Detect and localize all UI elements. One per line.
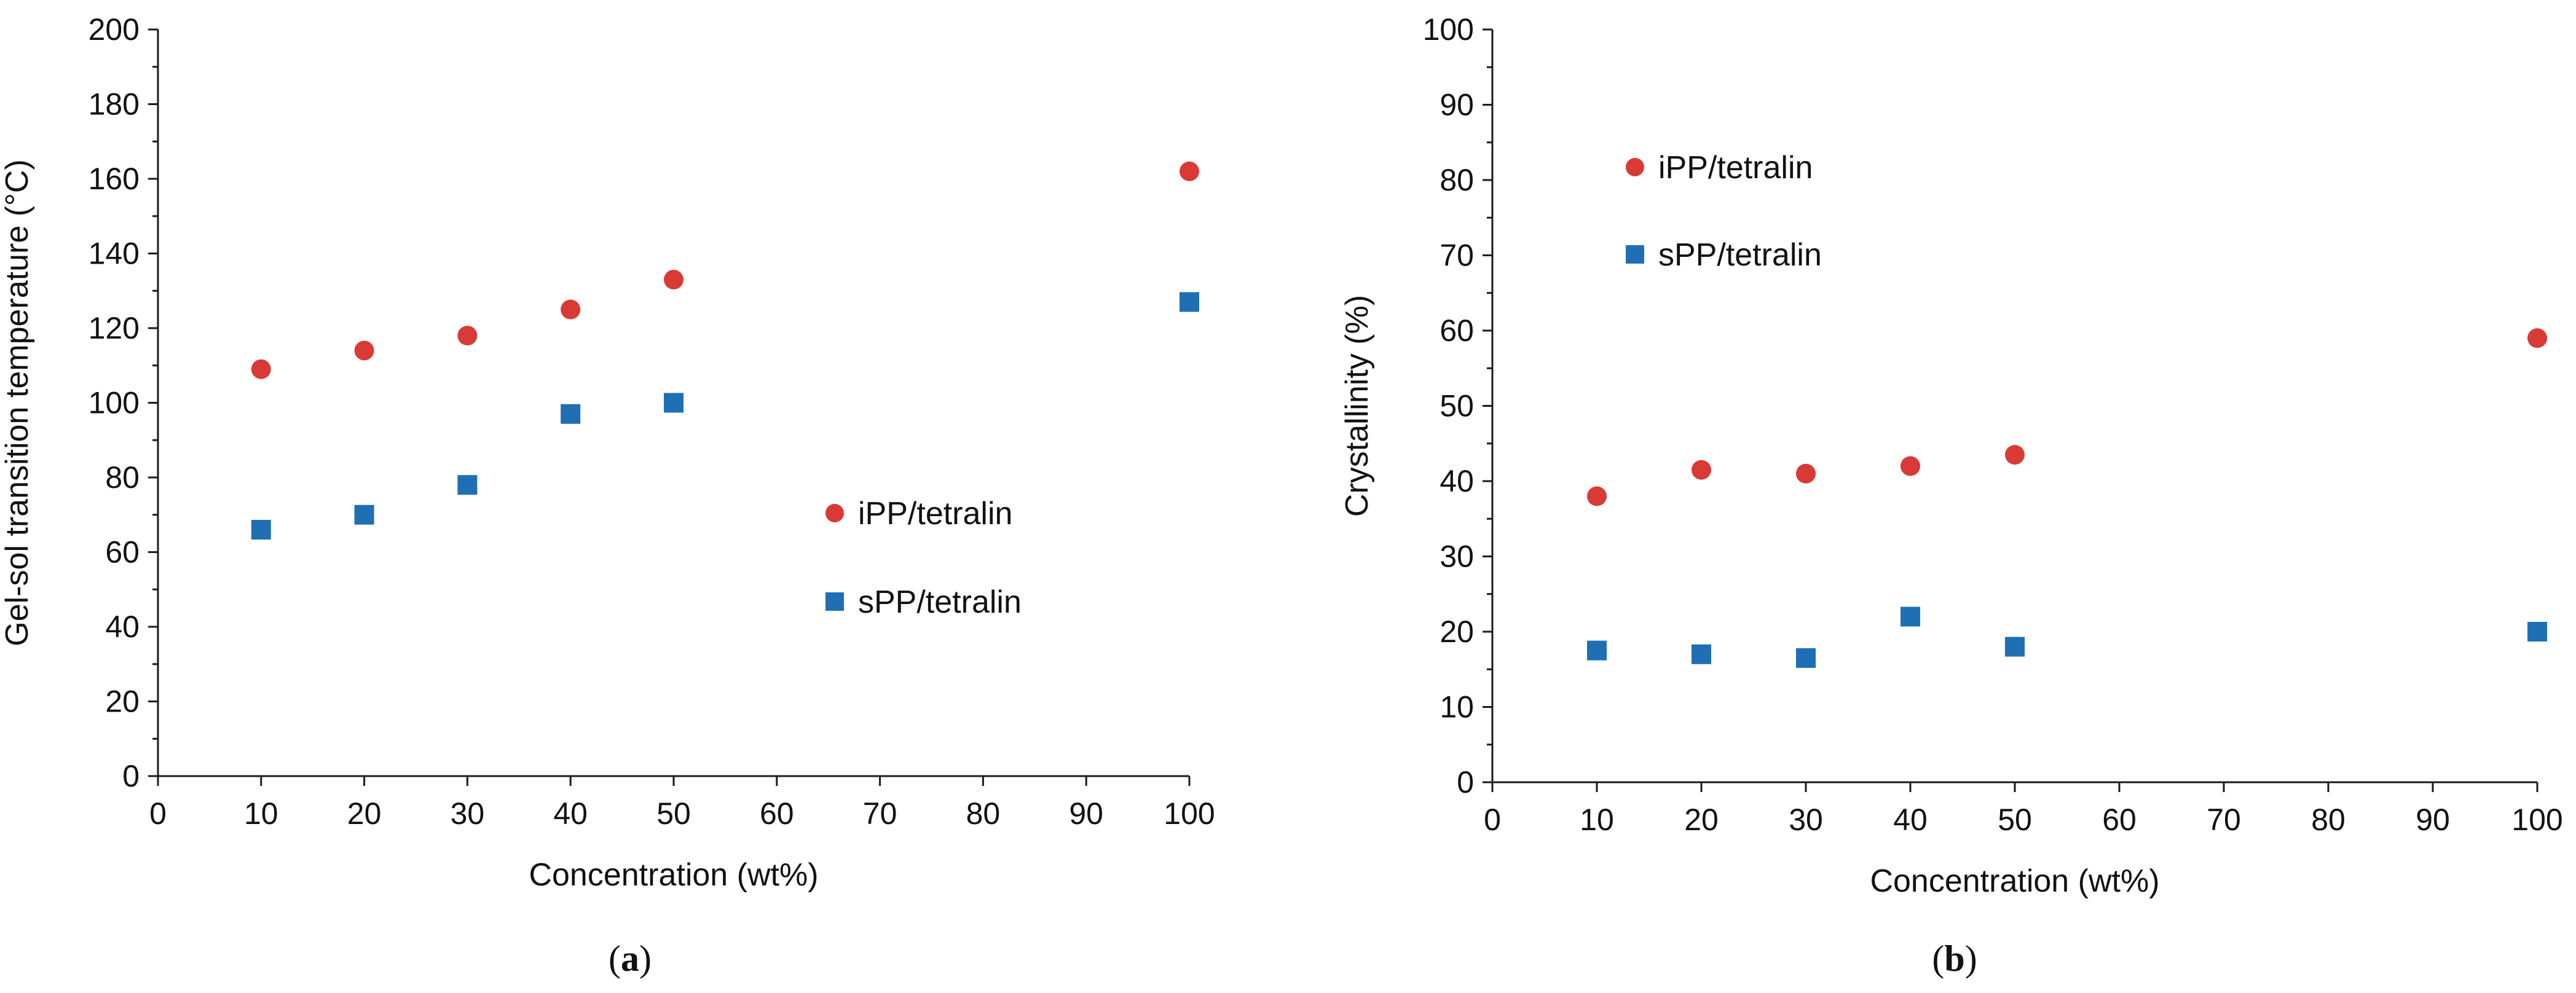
panel-letter: b [1944,938,1964,979]
legend-marker-spp [1626,245,1644,264]
chart-panel-b: 0 10 20 30 40 50 60 70 80 90 100 0 10 20 30 40 50 60 70 80 9… [1339,12,2563,979]
chart-panel-a: 0 20 40 60 80 100 120 140 160 180 200 0 10 20 30 40 50 60… [0,12,1215,979]
x-tick-label: 0 [149,796,167,831]
legend-label: sPP/tetralin [1658,237,1822,273]
x-tick-label: 100 [1164,796,1215,831]
y-tick-label: 80 [1440,163,1474,197]
x-axis-title: Concentration (wt%) [529,857,818,893]
y-tick-label: 100 [89,386,140,420]
x-tick-label: 60 [760,796,794,831]
legend-label: iPP/tetralin [858,496,1012,532]
legend-marker-ipp [1626,158,1644,176]
panel-letter: a [621,938,639,979]
y-tick-label: 60 [1440,313,1474,348]
data-point-spp [2005,637,2025,657]
data-point-spp [1900,606,1920,627]
data-point-ipp [1587,486,1607,506]
x-tick-label: 70 [2207,803,2241,837]
x-axis-title: Concentration (wt%) [1870,863,2159,899]
x-tick-label: 30 [451,796,485,831]
x-tick-label: 30 [1789,803,1823,837]
data-point-spp [1796,648,1816,668]
data-point-ipp [457,326,478,346]
data-point-ipp [561,299,581,320]
x-tick-label: 70 [863,796,897,831]
data-point-spp [664,393,683,413]
data-point-ipp [1692,460,1711,480]
y-tick-label: 200 [89,12,140,47]
y-tick-label: 100 [1423,12,1474,47]
x-tick-label: 80 [2311,803,2346,837]
x-tick-label: 20 [1684,803,1719,837]
y-tick-label: 40 [1440,464,1474,498]
data-point-spp [1692,644,1711,664]
y-axis-title: Gel-sol transition temperature (°C) [0,159,35,646]
y-tick-label: 140 [89,237,140,271]
panel-label: (a) [609,938,652,979]
x-tick-label: 0 [1484,803,1501,837]
y-tick-label: 40 [105,610,140,644]
x-tick-label: 40 [553,796,588,831]
x-tick-label: 50 [656,796,691,831]
y-tick-label: 20 [1440,614,1474,649]
x-tick-label: 10 [1580,803,1614,837]
data-point-spp [1587,640,1607,661]
data-point-ipp [251,359,271,379]
data-point-spp [354,504,374,525]
y-tick-label: 90 [1440,88,1474,122]
data-point-spp [2527,622,2547,642]
data-point-ipp [664,270,683,290]
data-point-ipp [2527,328,2547,348]
x-tick-label: 80 [966,796,1001,831]
data-point-spp [1180,292,1199,312]
y-axis-title: Crystallinity (%) [1339,295,1375,517]
legend-marker-spp [825,592,844,611]
y-tick-label: 0 [1457,765,1474,799]
data-point-ipp [1180,161,1199,181]
data-point-spp [457,475,478,495]
legend-label: iPP/tetralin [1658,150,1813,186]
legend-marker-ipp [825,504,844,522]
x-tick-label: 20 [347,796,382,831]
y-tick-label: 50 [1440,389,1474,423]
y-tick-label: 70 [1440,238,1474,273]
data-point-spp [561,404,581,424]
x-tick-label: 10 [244,796,278,831]
y-tick-label: 30 [1440,540,1474,574]
y-tick-label: 120 [89,311,140,345]
y-tick-label: 0 [122,759,140,793]
y-tick-label: 160 [89,162,140,196]
y-tick-label: 10 [1440,690,1474,724]
data-point-ipp [1796,463,1816,484]
x-tick-label: 100 [2511,803,2562,837]
data-point-ipp [1900,456,1920,476]
x-tick-label: 90 [2416,803,2450,837]
panel-label: (b) [1932,938,1977,979]
data-point-ipp [354,340,374,361]
x-tick-label: 60 [2102,803,2137,837]
legend-label: sPP/tetralin [858,584,1022,620]
data-point-spp [251,520,271,540]
y-tick-label: 80 [105,460,140,495]
x-tick-label: 50 [1998,803,2032,837]
data-point-ipp [2005,445,2025,465]
y-tick-label: 20 [105,685,140,719]
y-tick-label: 180 [89,87,140,122]
x-tick-label: 90 [1069,796,1103,831]
y-tick-label: 60 [105,535,140,570]
x-tick-label: 40 [1893,803,1928,837]
